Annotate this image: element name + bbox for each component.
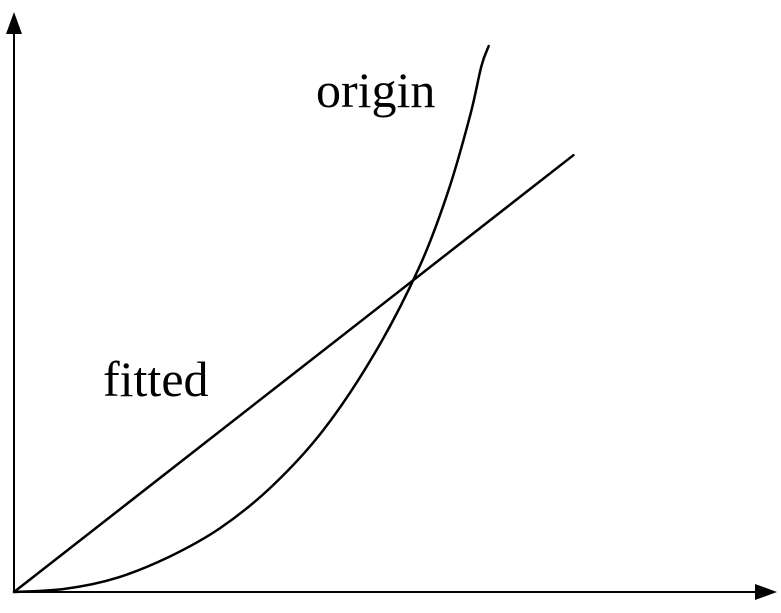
x-axis-arrow-icon [755, 584, 777, 600]
series-line-fitted [14, 155, 573, 592]
series-line-origin [14, 46, 489, 592]
y-axis-arrow-icon [6, 12, 22, 34]
series-label-fitted: fitted [103, 351, 209, 407]
series-label-origin: origin [316, 62, 435, 118]
series-labels: origin fitted [103, 62, 435, 407]
series-layer [14, 46, 573, 592]
